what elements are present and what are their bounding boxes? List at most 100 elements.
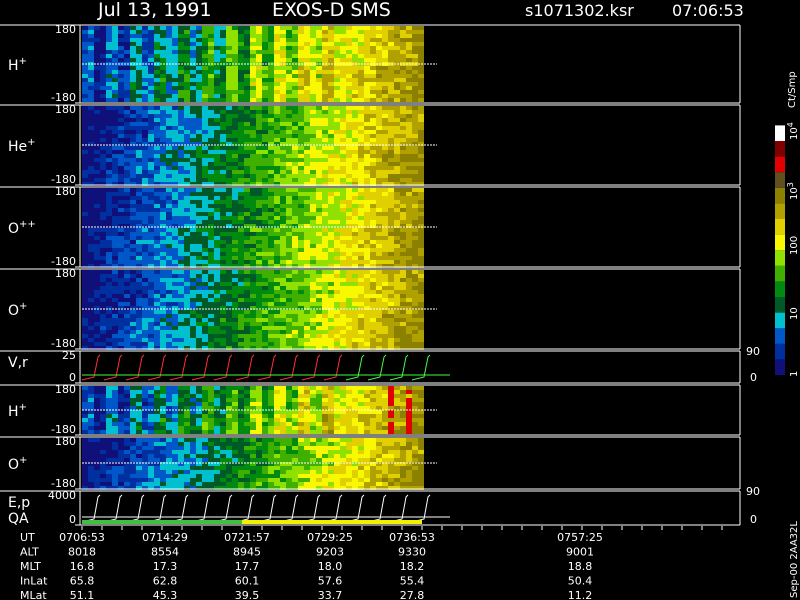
spectrogram-cell: [262, 398, 268, 402]
spectrogram-cell: [136, 158, 142, 162]
spectrogram-cell: [262, 178, 268, 182]
spectrogram-cell: [256, 134, 262, 138]
spectrogram-cell: [148, 138, 154, 142]
spectrogram-cell: [244, 334, 250, 338]
spectrogram-cell: [292, 224, 298, 228]
spectrogram-cell: [250, 78, 256, 82]
spectrogram-cell: [202, 142, 208, 146]
spectrogram-cell: [256, 106, 262, 110]
spectrogram-cell: [238, 318, 244, 322]
spectrogram-cell: [154, 126, 160, 130]
spectrogram-cell: [166, 302, 172, 306]
spectrogram-cell: [334, 38, 340, 42]
spectrogram-cell: [172, 130, 178, 134]
spectrogram-cell: [232, 310, 238, 314]
spectrogram-cell: [172, 46, 178, 50]
spectrogram-cell: [172, 158, 178, 162]
spectrogram-cell: [202, 430, 208, 434]
spectrogram-cell: [388, 126, 394, 130]
spectrogram-cell: [316, 220, 322, 224]
spectrogram-cell: [376, 30, 382, 34]
spectrogram-cell: [112, 166, 118, 170]
spectrogram-cell: [154, 216, 160, 220]
spectrogram-cell: [388, 298, 394, 302]
spectrogram-cell: [400, 90, 406, 94]
spectrogram-cell: [244, 70, 250, 74]
spectrogram-cell: [364, 58, 370, 62]
spectrogram-cell: [190, 402, 196, 406]
spectrogram-cell: [382, 286, 388, 290]
spectrogram-cell: [208, 126, 214, 130]
spectrogram-cell: [238, 38, 244, 42]
spectrogram-cell: [268, 166, 274, 170]
spectrogram-cell: [112, 240, 118, 244]
spectrogram-cell: [304, 264, 310, 268]
spectrogram-cell: [136, 418, 142, 422]
spectrogram-cell: [88, 34, 94, 38]
spectrogram-cell: [178, 286, 184, 290]
spectrogram-cell: [268, 290, 274, 294]
spectrogram-cell: [184, 166, 190, 170]
spectrogram-cell: [160, 58, 166, 62]
spectrogram-cell: [166, 192, 172, 196]
spectrogram-cell: [214, 174, 220, 178]
spectrogram-cell: [88, 74, 94, 78]
spectrogram-cell: [142, 46, 148, 50]
spectrogram-cell: [232, 256, 238, 260]
spectrogram-cell: [130, 138, 136, 142]
spectrogram-cell: [250, 90, 256, 94]
spectrogram-cell: [364, 224, 370, 228]
spectrogram-cell: [232, 338, 238, 342]
spectrogram-cell: [202, 334, 208, 338]
spectrogram-cell: [388, 188, 394, 192]
spectrogram-cell: [280, 122, 286, 126]
spectrogram-cell: [112, 54, 118, 58]
spectrogram-cell: [370, 90, 376, 94]
spectrogram-cell: [298, 130, 304, 134]
spectrogram-cell: [106, 330, 112, 334]
spectrogram-cell: [340, 224, 346, 228]
spectrogram-cell: [280, 134, 286, 138]
spectrogram-cell: [232, 342, 238, 346]
spectrogram-cell: [322, 302, 328, 306]
spectrogram-cell: [388, 260, 394, 264]
spectrogram-cell: [166, 134, 172, 138]
spectrogram-cell: [346, 34, 352, 38]
spectrogram-cell: [106, 274, 112, 278]
spectrogram-cell: [400, 240, 406, 244]
spectrogram-cell: [202, 134, 208, 138]
spectrogram-cell: [310, 50, 316, 54]
spectrogram-cell: [298, 46, 304, 50]
spectrogram-cell: [340, 138, 346, 142]
spectrogram-cell: [214, 290, 220, 294]
spectrogram-cell: [166, 170, 172, 174]
spectrogram-cell: [262, 228, 268, 232]
spectrogram-cell: [388, 134, 394, 138]
spectrogram-cell: [346, 252, 352, 256]
spectrogram-cell: [316, 298, 322, 302]
spectrogram-cell: [364, 130, 370, 134]
spectrogram-cell: [178, 110, 184, 114]
spectrogram-cell: [112, 150, 118, 154]
spectrogram-cell: [154, 114, 160, 118]
spectrogram-cell: [256, 150, 262, 154]
spectrogram-cell: [412, 192, 418, 196]
spectrogram-cell: [262, 302, 268, 306]
spectrogram-cell: [118, 74, 124, 78]
spectrogram-cell: [268, 58, 274, 62]
spectrogram-cell: [88, 58, 94, 62]
spectrogram-cell: [82, 282, 88, 286]
spectrogram-cell: [130, 220, 136, 224]
spectrogram-cell: [418, 118, 424, 122]
spectrogram-cell: [160, 174, 166, 178]
spectrogram-cell: [382, 334, 388, 338]
spectrogram-cell: [394, 86, 400, 90]
spectrogram-cell: [370, 30, 376, 34]
spectrogram-cell: [118, 154, 124, 158]
spectrogram-cell: [334, 224, 340, 228]
spectrogram-cell: [400, 204, 406, 208]
spectrogram-cell: [220, 426, 226, 430]
spectrogram-cell: [280, 274, 286, 278]
spectrogram-cell: [328, 46, 334, 50]
spectrogram-cell: [262, 294, 268, 298]
